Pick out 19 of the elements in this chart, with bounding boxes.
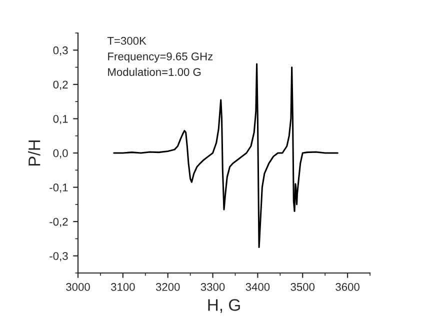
x-tick-label: 3000 [66,283,90,291]
x-tick-label: 3500 [290,283,315,291]
y-tick-label: 0,0 [53,149,68,158]
y-axis-title: P/H [28,140,40,166]
x-tick-label: 3200 [156,283,180,291]
x-tick-label: 3100 [110,283,135,291]
annotation: Frequency=9.65 GHz [108,52,213,63]
x-tick-label: 3600 [336,283,360,291]
annotation: T=300K [107,36,146,45]
y-tick-label: -0,1 [50,184,68,193]
y-tick-label: 0,3 [53,46,68,56]
y-tick-label: 0,2 [53,80,68,90]
y-tick-label: -0,3 [50,252,68,262]
x-tick-label: 3300 [200,283,225,291]
annotation: Modulation=1.00 G [108,68,201,76]
x-axis-title: H, G [208,299,240,313]
y-tick-label: -0,2 [50,218,68,228]
x-tick-label: 3400 [246,283,270,291]
y-tick-label: 0,1 [53,114,68,124]
